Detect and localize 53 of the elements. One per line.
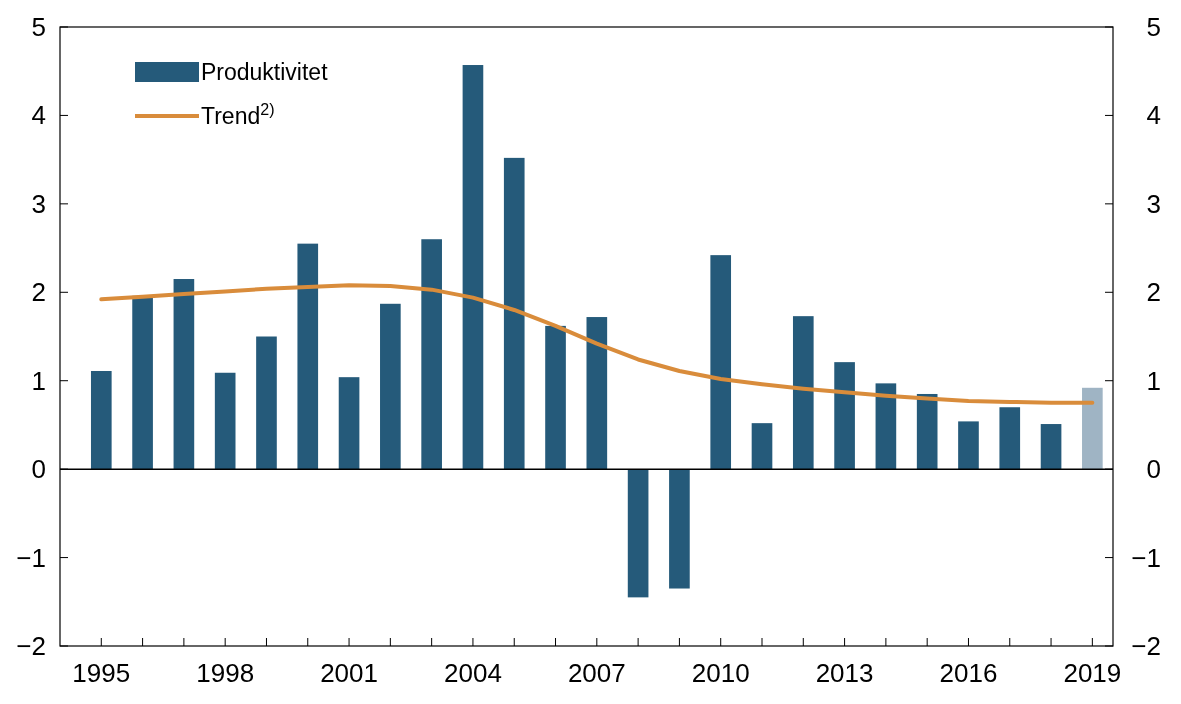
x-tick-label: 2007 [567, 658, 626, 688]
x-tick-label: 1998 [196, 658, 255, 688]
y-tick-label: 5 [31, 12, 46, 42]
y-tick-label: 3 [31, 188, 46, 219]
y-tick-label: 1 [31, 365, 46, 396]
line-series [99, 283, 1095, 405]
bar [627, 469, 649, 598]
y2-tick-label: 2 [1146, 277, 1161, 308]
bar [545, 325, 566, 470]
y-tick-label: 0 [31, 454, 46, 485]
x-tick-label: 2016 [939, 658, 998, 688]
y-tick-label: 4 [31, 100, 46, 131]
bar [999, 407, 1021, 470]
y-tick-label: −1 [16, 542, 46, 573]
bar [710, 255, 732, 470]
bar [380, 303, 401, 470]
bar [214, 372, 236, 470]
y2-tick-label: 3 [1146, 188, 1161, 219]
bar [297, 243, 319, 470]
y2-tick-label: −2 [1131, 631, 1161, 661]
y-tick-label: −2 [16, 631, 46, 661]
x-tick-label: 2010 [691, 658, 750, 688]
y2-tick-label: 0 [1146, 454, 1161, 485]
x-tick-label: 2004 [444, 658, 502, 688]
bar [421, 239, 442, 470]
y2-tick-label: 1 [1146, 365, 1161, 396]
bar [586, 317, 608, 470]
bar [1040, 424, 1062, 470]
bar [132, 295, 153, 470]
bar [834, 362, 855, 470]
bar [916, 393, 938, 470]
bar [90, 370, 112, 470]
bar [958, 421, 979, 470]
legend-label: Trend$^{2)}$ [201, 100, 275, 129]
x-tick-label: 2013 [815, 658, 874, 688]
y2-tick-label: 5 [1146, 12, 1161, 42]
bar [669, 469, 690, 589]
bar [338, 377, 360, 470]
bar [792, 316, 814, 470]
y2-tick-label: −1 [1131, 542, 1161, 573]
bar [751, 423, 773, 470]
x-tick-label: 1995 [72, 658, 131, 688]
bar [875, 383, 897, 470]
bar [462, 65, 484, 470]
bar [256, 336, 277, 470]
legend-label: Produktivitet [201, 59, 329, 85]
y2-tick-label: 4 [1146, 100, 1161, 131]
bar [1082, 387, 1103, 470]
x-tick-label: 2001 [320, 658, 378, 688]
bar [173, 279, 195, 470]
x-tick-label: 2019 [1063, 658, 1122, 688]
y-tick-label: 2 [31, 277, 46, 308]
bar [503, 157, 525, 470]
